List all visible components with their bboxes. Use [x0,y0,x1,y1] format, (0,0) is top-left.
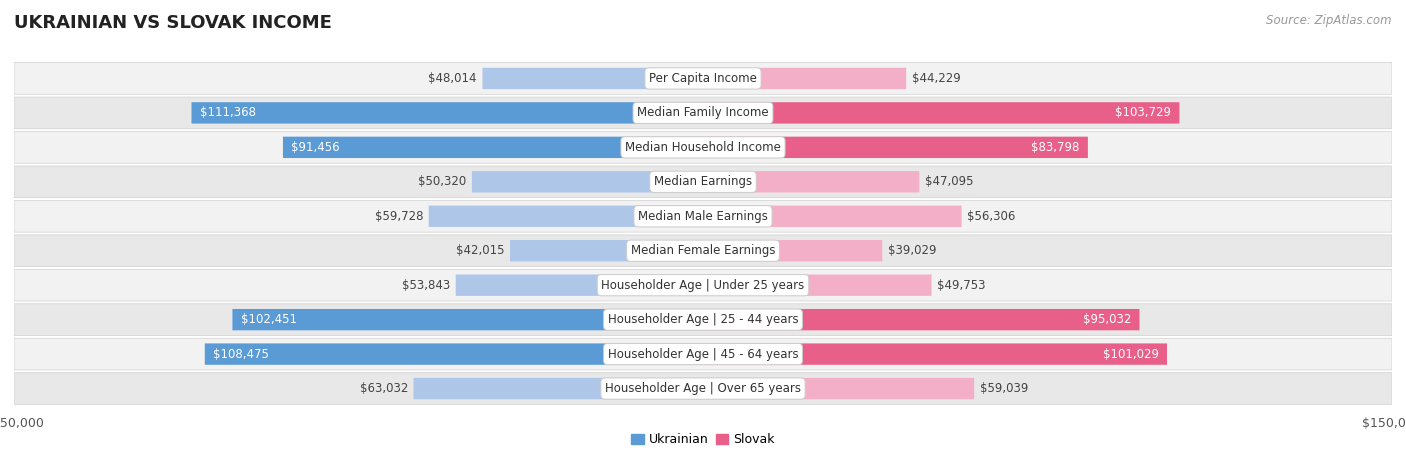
Text: $42,015: $42,015 [456,244,505,257]
Text: Householder Age | Under 25 years: Householder Age | Under 25 years [602,279,804,292]
Text: $39,029: $39,029 [887,244,936,257]
FancyBboxPatch shape [456,275,703,296]
FancyBboxPatch shape [413,378,703,399]
FancyBboxPatch shape [14,235,1392,267]
Text: Per Capita Income: Per Capita Income [650,72,756,85]
FancyBboxPatch shape [14,338,1392,370]
Text: $95,032: $95,032 [1083,313,1132,326]
FancyBboxPatch shape [472,171,703,192]
FancyBboxPatch shape [703,309,1139,330]
Text: $48,014: $48,014 [429,72,477,85]
Text: Median Male Earnings: Median Male Earnings [638,210,768,223]
FancyBboxPatch shape [14,304,1392,335]
Text: Householder Age | Over 65 years: Householder Age | Over 65 years [605,382,801,395]
FancyBboxPatch shape [703,205,962,227]
FancyBboxPatch shape [14,63,1392,94]
FancyBboxPatch shape [14,200,1392,232]
Text: $63,032: $63,032 [360,382,408,395]
Legend: Ukrainian, Slovak: Ukrainian, Slovak [626,428,780,451]
Text: $101,029: $101,029 [1102,347,1159,361]
FancyBboxPatch shape [703,171,920,192]
FancyBboxPatch shape [703,378,974,399]
FancyBboxPatch shape [14,373,1392,404]
Text: $53,843: $53,843 [402,279,450,292]
FancyBboxPatch shape [191,102,703,124]
FancyBboxPatch shape [14,97,1392,129]
Text: $59,039: $59,039 [980,382,1028,395]
Text: Median Family Income: Median Family Income [637,106,769,120]
FancyBboxPatch shape [14,269,1392,301]
FancyBboxPatch shape [429,205,703,227]
FancyBboxPatch shape [510,240,703,262]
FancyBboxPatch shape [14,132,1392,163]
Text: $108,475: $108,475 [214,347,269,361]
FancyBboxPatch shape [703,68,905,89]
Text: Householder Age | 25 - 44 years: Householder Age | 25 - 44 years [607,313,799,326]
FancyBboxPatch shape [14,166,1392,198]
Text: $103,729: $103,729 [1115,106,1171,120]
FancyBboxPatch shape [703,240,882,262]
Text: $111,368: $111,368 [200,106,256,120]
Text: $47,095: $47,095 [925,175,973,188]
FancyBboxPatch shape [703,343,1167,365]
Text: $44,229: $44,229 [911,72,960,85]
Text: $83,798: $83,798 [1031,141,1080,154]
FancyBboxPatch shape [482,68,703,89]
Text: UKRAINIAN VS SLOVAK INCOME: UKRAINIAN VS SLOVAK INCOME [14,14,332,32]
Text: Median Earnings: Median Earnings [654,175,752,188]
FancyBboxPatch shape [703,102,1180,124]
Text: Householder Age | 45 - 64 years: Householder Age | 45 - 64 years [607,347,799,361]
FancyBboxPatch shape [205,343,703,365]
FancyBboxPatch shape [703,275,932,296]
Text: $59,728: $59,728 [374,210,423,223]
FancyBboxPatch shape [232,309,703,330]
Text: $102,451: $102,451 [240,313,297,326]
Text: Source: ZipAtlas.com: Source: ZipAtlas.com [1267,14,1392,27]
FancyBboxPatch shape [283,137,703,158]
Text: Median Female Earnings: Median Female Earnings [631,244,775,257]
Text: $91,456: $91,456 [291,141,340,154]
Text: Median Household Income: Median Household Income [626,141,780,154]
Text: $56,306: $56,306 [967,210,1015,223]
Text: $49,753: $49,753 [936,279,986,292]
FancyBboxPatch shape [703,137,1088,158]
Text: $50,320: $50,320 [418,175,467,188]
